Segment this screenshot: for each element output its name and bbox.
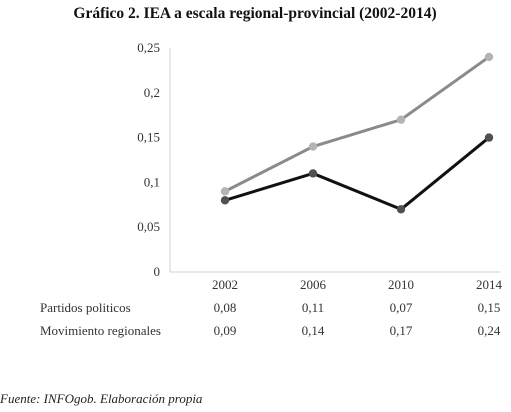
data-table: Partidos politicos 0,08 0,11 0,07 0,15 Movimi… (40, 300, 501, 338)
table-cell: 0,14 (302, 323, 325, 338)
series-lines (223, 55, 491, 211)
data-point (308, 169, 318, 178)
y-tick-labels: 0 0,05 0,1 0,15 0,2 0,25 (137, 40, 160, 279)
source-note: Fuente: INFOgob. Elaboración propia (0, 391, 203, 406)
table-cell: 0,15 (478, 300, 501, 315)
chart-title: Gráfico 2. IEA a escala regional-provinc… (73, 5, 436, 22)
y-tick-label: 0,2 (144, 85, 160, 100)
series-line (223, 136, 491, 211)
table-row-label: Movimiento regionales (40, 323, 161, 338)
data-point (308, 142, 318, 151)
x-tick-label: 2014 (476, 277, 503, 292)
data-point (396, 205, 406, 214)
table-row-label: Partidos politicos (40, 300, 131, 315)
data-point (484, 133, 494, 142)
table-cell: 0,08 (214, 300, 237, 315)
x-tick-labels: 2002 2006 2010 2014 (212, 277, 503, 292)
data-point (220, 187, 230, 196)
table-cell: 0,07 (390, 300, 413, 315)
y-tick-label: 0 (154, 264, 161, 279)
data-point (396, 115, 406, 124)
table-cell: 0,09 (214, 323, 237, 338)
data-point (484, 52, 494, 62)
y-tick-label: 0,1 (144, 174, 160, 189)
series-line (223, 55, 491, 193)
y-tick-label: 0,05 (137, 219, 160, 234)
x-tick-label: 2010 (388, 277, 414, 292)
y-tick-label: 0,15 (137, 130, 160, 145)
table-cell: 0,11 (302, 300, 324, 315)
table-cell: 0,17 (390, 323, 413, 338)
x-tick-label: 2006 (300, 277, 327, 292)
series-points (220, 52, 494, 214)
y-tick-label: 0,25 (137, 40, 160, 55)
data-point (220, 196, 230, 205)
x-tick-label: 2002 (212, 277, 238, 292)
table-cell: 0,24 (478, 323, 501, 338)
